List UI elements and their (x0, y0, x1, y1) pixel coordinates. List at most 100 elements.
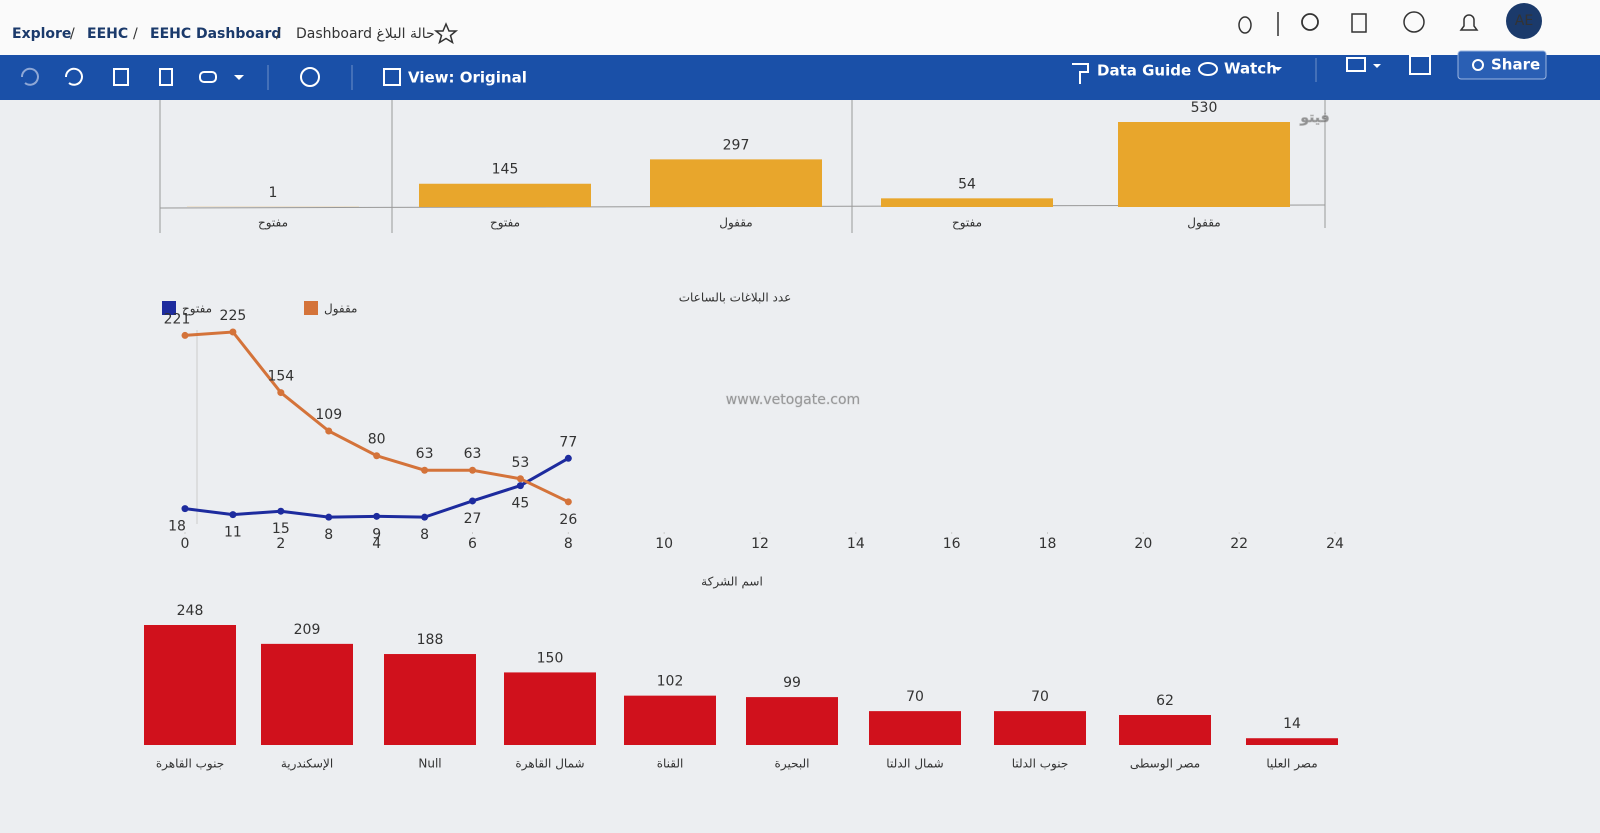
value-label: 297 (723, 137, 750, 153)
value-label: 63 (416, 446, 434, 462)
bar (1118, 122, 1290, 207)
bar (746, 697, 838, 745)
dropdown-icon[interactable] (1274, 67, 1282, 71)
value-label: 209 (294, 622, 321, 638)
value-label: 11 (224, 525, 242, 541)
undo-icon[interactable] (64, 67, 83, 86)
notes-icon[interactable] (1351, 13, 1367, 33)
x-tick-label: 4 (372, 536, 381, 552)
share-icon (1472, 59, 1484, 71)
present-icon[interactable] (1346, 57, 1366, 72)
refresh-icon[interactable] (113, 68, 129, 86)
separator: / (276, 26, 281, 42)
bar (650, 159, 822, 207)
redo-icon[interactable] (20, 67, 39, 86)
line-point (229, 511, 237, 519)
metrics-icon[interactable] (300, 67, 320, 87)
dropdown-icon[interactable] (1373, 64, 1381, 68)
line-chart-title: عدد البلاغات بالساعات (679, 291, 792, 305)
category-label: مصر العليا (1266, 757, 1317, 772)
avatar[interactable] (1506, 3, 1542, 39)
value-label: 70 (906, 689, 924, 705)
line-point (516, 475, 524, 483)
top-bar (0, 0, 1600, 55)
x-tick-label: 20 (1134, 536, 1152, 552)
bar (869, 711, 961, 745)
share-button[interactable] (1457, 50, 1547, 80)
breadcrumb-item[interactable]: EEHC (87, 26, 128, 42)
data-guide-button[interactable]: Data Guide (1097, 62, 1191, 80)
line-point (277, 507, 285, 515)
watermark: www.vetogate.com (726, 392, 860, 408)
value-label: 54 (958, 176, 976, 192)
replay-icon[interactable] (199, 71, 217, 83)
value-label: 1 (269, 185, 278, 201)
view-icon[interactable] (383, 68, 401, 86)
value-label: 8 (420, 527, 429, 543)
fullscreen-icon[interactable] (1409, 55, 1431, 75)
value-label: 70 (1031, 689, 1049, 705)
bar (624, 695, 716, 745)
view-button[interactable]: View: Original (408, 69, 527, 87)
x-tick-label: 2 (276, 536, 285, 552)
watch-button[interactable]: Watch (1224, 60, 1277, 78)
line-point (421, 513, 429, 521)
share-label: Share (1491, 56, 1540, 74)
value-label: 80 (368, 432, 386, 448)
line-point (229, 328, 237, 336)
notification-icon[interactable] (1459, 14, 1479, 31)
dropdown-icon[interactable] (234, 75, 244, 80)
x-tick-label: 16 (943, 536, 961, 552)
value-label: 221 (164, 311, 191, 327)
x-tick-label: 8 (564, 536, 573, 552)
bar (384, 654, 476, 745)
value-label: 530 (1191, 100, 1218, 116)
breadcrumb-current: Dashboard حالة البلاغ (296, 26, 435, 42)
category-label: مقفول (719, 216, 753, 231)
separator: / (133, 26, 138, 42)
data-guide-icon[interactable] (1072, 63, 1089, 84)
line-point (564, 498, 572, 506)
x-tick-label: 6 (468, 536, 477, 552)
category-label: جنوب الدلتا (1012, 757, 1069, 772)
search-icon[interactable] (1301, 13, 1319, 31)
value-label: 154 (267, 369, 294, 385)
line-point (181, 505, 189, 513)
bar-chart-title: اسم الشركة (701, 575, 763, 590)
breadcrumb-item[interactable]: Explore (12, 26, 71, 42)
category-label: شمال الدلتا (886, 757, 943, 771)
bar (1119, 715, 1211, 745)
line-point (469, 497, 476, 505)
category-label: مقفول (1187, 216, 1221, 231)
watch-icon[interactable] (1198, 62, 1218, 76)
value-label: 77 (559, 434, 577, 450)
legend-label: مقفول (324, 302, 358, 317)
value-label: 145 (492, 162, 519, 178)
line-point (421, 466, 429, 474)
value-label: 27 (464, 511, 482, 527)
legend-swatch (304, 301, 318, 315)
value-label: 26 (559, 512, 577, 528)
data-icon[interactable] (1238, 16, 1252, 34)
category-label: جنوب القاهرة (156, 757, 224, 772)
line-point (516, 482, 524, 490)
category-label: مصر الوسطى (1130, 757, 1200, 772)
bar (1246, 738, 1338, 745)
value-label: 8 (324, 527, 333, 543)
value-label: 225 (220, 308, 247, 324)
help-icon[interactable] (1403, 11, 1425, 33)
favorite-icon[interactable] (433, 22, 459, 45)
value-label: 99 (783, 675, 801, 691)
value-label: 9 (372, 526, 381, 542)
x-tick-label: 10 (655, 536, 673, 552)
watermark-logo: فيتو (1299, 110, 1329, 126)
category-label: مفتوح (952, 216, 982, 231)
pause-icon[interactable] (159, 68, 173, 86)
breadcrumb-item[interactable]: EEHC Dashboard (150, 26, 281, 42)
bar (419, 183, 591, 207)
x-tick-label: 12 (751, 536, 769, 552)
value-label: 15 (272, 521, 290, 537)
value-label: 62 (1156, 693, 1174, 709)
